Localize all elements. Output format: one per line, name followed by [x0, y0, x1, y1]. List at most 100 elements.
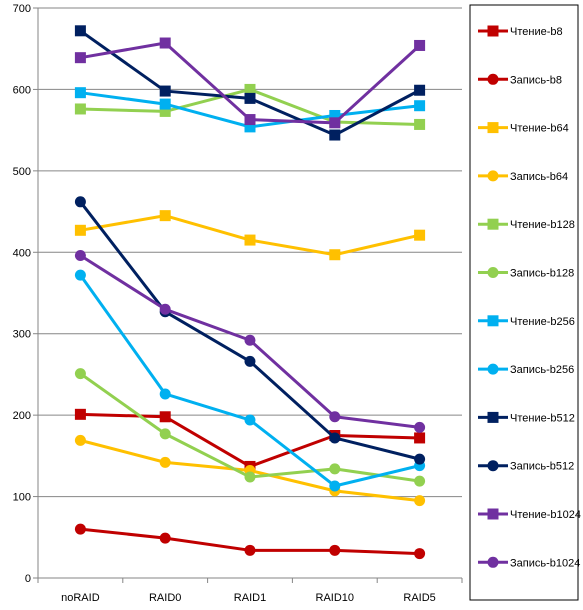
data-point	[414, 475, 426, 487]
y-tick-label: 400	[13, 247, 31, 259]
data-point	[414, 548, 426, 560]
data-point	[329, 129, 341, 141]
data-point	[329, 544, 341, 556]
legend-label: Чтение-b128	[510, 219, 575, 231]
data-point	[244, 92, 256, 104]
series-9	[74, 25, 426, 141]
y-tick-label: 600	[13, 84, 31, 96]
series-4	[74, 434, 426, 507]
legend-label: Чтение-b512	[510, 412, 575, 424]
data-point	[159, 532, 171, 544]
data-point	[159, 411, 171, 423]
data-point	[244, 355, 256, 367]
data-point	[159, 105, 171, 117]
legend-label: Чтение-b8	[510, 26, 563, 38]
data-point	[244, 83, 256, 95]
x-tick-label: RAID10	[316, 592, 355, 604]
legend-item: Запись-b1024	[478, 556, 580, 569]
data-point	[74, 408, 86, 420]
data-point	[74, 25, 86, 37]
data-point	[414, 229, 426, 241]
series-7	[74, 87, 426, 133]
legend-item: Чтение-b128	[478, 218, 575, 231]
legend-marker	[487, 363, 499, 375]
legend-label: Запись-b8	[510, 74, 562, 86]
legend-item: Чтение-b1024	[478, 508, 581, 521]
data-point	[414, 453, 426, 465]
data-point	[74, 523, 86, 535]
data-point	[414, 118, 426, 130]
data-point	[74, 52, 86, 64]
x-tick-label: RAID5	[403, 592, 435, 604]
data-point	[244, 471, 256, 483]
x-tick-label: RAID0	[149, 592, 181, 604]
data-point	[159, 303, 171, 315]
legend-label: Запись-b512	[510, 461, 574, 473]
data-point	[244, 544, 256, 556]
data-point	[414, 84, 426, 96]
data-point	[74, 103, 86, 115]
legend-label: Запись-b1024	[510, 557, 580, 569]
series	[74, 25, 426, 560]
data-point	[329, 432, 341, 444]
series-8	[74, 269, 426, 492]
x-tick-label: RAID1	[234, 592, 266, 604]
legend-item: Запись-b128	[478, 267, 574, 280]
data-point	[74, 224, 86, 236]
data-point	[244, 334, 256, 346]
series-11	[74, 37, 426, 129]
legend-item: Запись-b8	[478, 73, 562, 86]
data-point	[74, 368, 86, 380]
data-point	[329, 249, 341, 261]
data-point	[329, 463, 341, 475]
legend-marker	[487, 73, 499, 85]
data-point	[244, 114, 256, 126]
data-point	[244, 234, 256, 246]
legend-item: Чтение-b8	[478, 25, 563, 38]
legend-item: Запись-b512	[478, 460, 574, 473]
data-point	[414, 39, 426, 51]
data-point	[414, 432, 426, 444]
legend-marker	[487, 315, 499, 327]
data-point	[159, 428, 171, 440]
y-tick-label: 700	[13, 3, 31, 15]
series-3	[74, 210, 426, 261]
y-tick-label: 100	[13, 492, 31, 504]
data-point	[244, 121, 256, 133]
series-6	[74, 368, 426, 487]
legend-marker	[487, 170, 499, 182]
legend-marker	[487, 556, 499, 568]
data-point	[159, 210, 171, 222]
data-point	[74, 269, 86, 281]
legend-box	[469, 4, 579, 601]
legend-item: Запись-b256	[478, 363, 574, 376]
series-10	[74, 196, 426, 465]
legend-label: Чтение-b256	[510, 316, 575, 328]
data-point	[74, 87, 86, 99]
legend-marker	[487, 218, 499, 230]
legend-marker	[487, 460, 499, 472]
data-point	[414, 495, 426, 507]
data-point	[159, 456, 171, 468]
series-2	[74, 523, 426, 560]
data-point	[159, 98, 171, 110]
legend-label: Запись-b256	[510, 364, 574, 376]
axes: 0 100 200 300 400 500 600 700 noRAID RAID0 RAID1 RA…	[13, 3, 463, 604]
legend-marker	[487, 508, 499, 520]
data-point	[159, 37, 171, 49]
data-point	[159, 85, 171, 97]
data-point	[329, 411, 341, 423]
legend-label: Чтение-b64	[510, 123, 569, 135]
data-point	[74, 434, 86, 446]
legend-label: Запись-b128	[510, 268, 574, 280]
legend-marker	[487, 267, 499, 278]
data-point	[329, 109, 341, 121]
legend-item: Чтение-b64	[478, 122, 569, 135]
y-tick-label: 0	[25, 573, 31, 585]
data-point	[414, 100, 426, 112]
legend-marker	[487, 411, 499, 423]
legend-item: Запись-b64	[478, 170, 568, 183]
data-point	[159, 388, 171, 400]
